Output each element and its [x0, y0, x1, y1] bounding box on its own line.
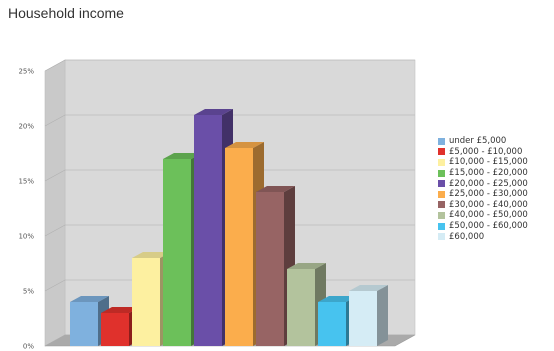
legend-label: £10,000 - £15,000 [449, 157, 528, 168]
legend-label: £50,000 - £60,000 [449, 221, 528, 232]
bar-top [225, 142, 264, 148]
y-tick-label: 10% [18, 233, 34, 241]
bar [194, 115, 222, 346]
legend-label: £60,000 [449, 231, 485, 242]
legend-item: £40,000 - £50,000 [438, 210, 528, 221]
legend-item: £50,000 - £60,000 [438, 221, 528, 232]
legend-item: £15,000 - £20,000 [438, 168, 528, 179]
legend-item: £30,000 - £40,000 [438, 200, 528, 211]
bar [318, 302, 346, 346]
legend-label: £20,000 - £25,000 [449, 178, 528, 189]
legend-label: £15,000 - £20,000 [449, 168, 528, 179]
bar-top [70, 296, 109, 302]
bar [132, 258, 160, 346]
gridline [44, 169, 415, 182]
y-tick-label: 5% [23, 288, 34, 296]
legend-swatch [438, 158, 445, 166]
bar-top [194, 109, 233, 115]
legend-swatch [438, 148, 445, 156]
bar [287, 269, 315, 346]
gridline [44, 224, 415, 237]
bar [101, 313, 129, 346]
chart-title: Household income [8, 5, 124, 21]
bar-top [287, 263, 326, 269]
bar-top [163, 153, 202, 159]
bar-top [349, 285, 388, 291]
legend-swatch [438, 190, 445, 198]
bar [163, 159, 191, 346]
plot-side-wall [44, 59, 66, 347]
bar-side [377, 285, 388, 346]
bar-top [318, 296, 357, 302]
legend-swatch [438, 211, 445, 219]
bar [349, 291, 377, 346]
gridline [44, 59, 415, 72]
legend-item: £25,000 - £30,000 [438, 189, 528, 200]
legend-swatch [438, 201, 445, 209]
y-tick-label: 20% [18, 123, 34, 131]
gridline [44, 114, 415, 127]
legend-label: £40,000 - £50,000 [449, 210, 528, 221]
legend-item: £60,000 [438, 231, 528, 242]
bar-top [132, 252, 171, 258]
legend-label: £30,000 - £40,000 [449, 199, 528, 210]
legend-swatch [438, 180, 445, 188]
legend-item: £5,000 - £10,000 [438, 147, 528, 158]
legend-swatch [438, 137, 445, 145]
legend-swatch [438, 233, 445, 241]
chart-legend: under £5,000 £5,000 - £10,000 £10,000 - £1… [438, 136, 528, 242]
legend-label: £5,000 - £10,000 [449, 146, 523, 157]
legend-item: £20,000 - £25,000 [438, 178, 528, 189]
legend-item: £10,000 - £15,000 [438, 157, 528, 168]
y-tick-label: 15% [18, 178, 34, 186]
bar [225, 148, 253, 346]
legend-label: £25,000 - £30,000 [449, 189, 528, 200]
bar [70, 302, 98, 346]
legend-swatch [438, 222, 445, 230]
y-tick-label: 25% [18, 68, 34, 76]
legend-label: under £5,000 [449, 136, 507, 147]
legend-swatch [438, 169, 445, 177]
bar-top [256, 186, 295, 192]
y-tick-label: 0% [23, 343, 34, 351]
bar-top [101, 307, 140, 313]
legend-item: under £5,000 [438, 136, 528, 147]
bar [256, 192, 284, 346]
